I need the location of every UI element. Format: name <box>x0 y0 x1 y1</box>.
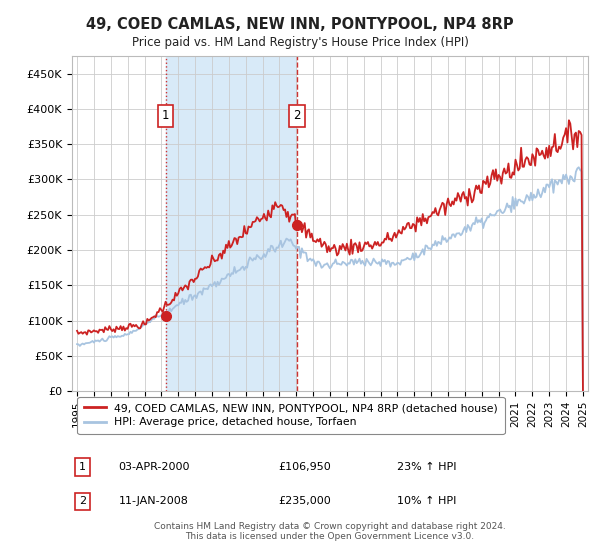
Text: 1: 1 <box>162 109 169 123</box>
Text: Price paid vs. HM Land Registry's House Price Index (HPI): Price paid vs. HM Land Registry's House … <box>131 36 469 49</box>
Text: 2: 2 <box>79 497 86 506</box>
Text: Contains HM Land Registry data © Crown copyright and database right 2024.
This d: Contains HM Land Registry data © Crown c… <box>154 521 506 541</box>
Text: 03-APR-2000: 03-APR-2000 <box>118 462 190 472</box>
Text: 2: 2 <box>293 109 301 123</box>
Text: £235,000: £235,000 <box>278 497 331 506</box>
Text: 11-JAN-2008: 11-JAN-2008 <box>118 497 188 506</box>
Text: 10% ↑ HPI: 10% ↑ HPI <box>397 497 457 506</box>
Text: 1: 1 <box>79 462 86 472</box>
Text: 49, COED CAMLAS, NEW INN, PONTYPOOL, NP4 8RP: 49, COED CAMLAS, NEW INN, PONTYPOOL, NP4… <box>86 17 514 32</box>
Text: 23% ↑ HPI: 23% ↑ HPI <box>397 462 457 472</box>
Legend: 49, COED CAMLAS, NEW INN, PONTYPOOL, NP4 8RP (detached house), HPI: Average pric: 49, COED CAMLAS, NEW INN, PONTYPOOL, NP4… <box>77 396 505 434</box>
Text: £106,950: £106,950 <box>278 462 331 472</box>
